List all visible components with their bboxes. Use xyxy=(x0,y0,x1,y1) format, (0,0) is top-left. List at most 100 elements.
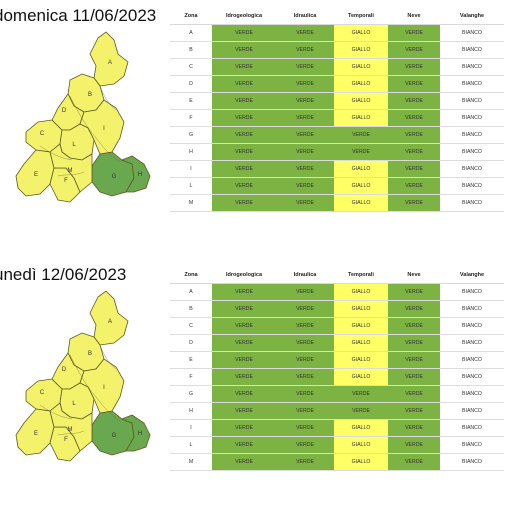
map-zone-shape xyxy=(89,31,129,87)
cell-idrogeologica: VERDE xyxy=(212,436,276,454)
table-row: M VERDE VERDE GIALLO VERDE BIANCO xyxy=(170,453,504,471)
river-line xyxy=(39,145,73,161)
cell-neve: VERDE xyxy=(388,368,440,386)
cell-temporali: VERDE xyxy=(334,385,388,403)
cell-valanghe: BIANCO xyxy=(440,419,504,437)
map-zone-label: C xyxy=(40,131,45,137)
cell-temporali: GIALLO xyxy=(334,351,388,369)
map-zone-e: E xyxy=(15,408,55,456)
table-row: L VERDE VERDE GIALLO VERDE BIANCO xyxy=(170,177,504,195)
map-zone-label: H xyxy=(138,431,142,437)
region-map: A B C D E F G H I L M xyxy=(0,285,170,509)
cell-idraulica: VERDE xyxy=(276,24,334,42)
column-header-valanghe: Valanghe xyxy=(440,9,504,25)
cell-idrogeologica: VERDE xyxy=(212,160,276,178)
cell-neve: VERDE xyxy=(388,419,440,437)
cell-valanghe: BIANCO xyxy=(440,283,504,301)
day-title: unedì 12/06/2023 xyxy=(0,265,127,284)
cell-valanghe: BIANCO xyxy=(440,126,504,144)
cell-neve: VERDE xyxy=(388,402,440,420)
cell-valanghe: BIANCO xyxy=(440,24,504,42)
cell-neve: VERDE xyxy=(388,300,440,318)
column-header-zona: Zona xyxy=(170,268,212,284)
cell-zona: I xyxy=(170,160,212,178)
column-header-neve: Neve xyxy=(388,268,440,284)
table-row: D VERDE VERDE GIALLO VERDE BIANCO xyxy=(170,75,504,93)
cell-temporali: GIALLO xyxy=(334,300,388,318)
cell-neve: VERDE xyxy=(388,126,440,144)
cell-idrogeologica: VERDE xyxy=(212,368,276,386)
cell-valanghe: BIANCO xyxy=(440,41,504,59)
cell-idraulica: VERDE xyxy=(276,436,334,454)
cell-neve: VERDE xyxy=(388,334,440,352)
river-line xyxy=(39,404,73,420)
table-row: G VERDE VERDE VERDE VERDE BIANCO xyxy=(170,126,504,144)
map-zone-label: M xyxy=(68,168,73,174)
cell-zona: H xyxy=(170,143,212,161)
cell-temporali: GIALLO xyxy=(334,317,388,335)
day-title: domenica 11/06/2023 xyxy=(0,6,157,25)
region-map: A B C D E F G H I L M xyxy=(0,26,170,250)
cell-temporali: GIALLO xyxy=(334,58,388,76)
cell-zona: C xyxy=(170,317,212,335)
cell-valanghe: BIANCO xyxy=(440,402,504,420)
river-line xyxy=(57,430,85,436)
map-zone-label: I xyxy=(103,126,105,132)
cell-neve: VERDE xyxy=(388,453,440,471)
cell-neve: VERDE xyxy=(388,177,440,195)
table-row: L VERDE VERDE GIALLO VERDE BIANCO xyxy=(170,436,504,454)
cell-zona: G xyxy=(170,385,212,403)
cell-idrogeologica: VERDE xyxy=(212,300,276,318)
cell-valanghe: BIANCO xyxy=(440,160,504,178)
map-zone-shape xyxy=(89,290,129,346)
alert-table: Zona Idrogeologica Idraulica Temporali Neve V… xyxy=(170,9,504,212)
cell-idraulica: VERDE xyxy=(276,419,334,437)
cell-zona: B xyxy=(170,41,212,59)
cell-zona: L xyxy=(170,177,212,195)
cell-valanghe: BIANCO xyxy=(440,58,504,76)
cell-valanghe: BIANCO xyxy=(440,368,504,386)
table-row: B VERDE VERDE GIALLO VERDE BIANCO xyxy=(170,300,504,318)
cell-neve: VERDE xyxy=(388,385,440,403)
map-zone-label: E xyxy=(34,172,38,178)
cell-idrogeologica: VERDE xyxy=(212,24,276,42)
table-row: C VERDE VERDE GIALLO VERDE BIANCO xyxy=(170,58,504,76)
cell-temporali: GIALLO xyxy=(334,75,388,93)
cell-temporali: GIALLO xyxy=(334,24,388,42)
column-header-idrogeologica: Idrogeologica xyxy=(212,268,276,284)
table-row: M VERDE VERDE GIALLO VERDE BIANCO xyxy=(170,194,504,212)
map-zone-m: M xyxy=(49,402,93,452)
table-header-row: Zona Idrogeologica Idraulica Temporali Neve V… xyxy=(170,268,504,284)
cell-valanghe: BIANCO xyxy=(440,177,504,195)
cell-idraulica: VERDE xyxy=(276,351,334,369)
cell-neve: VERDE xyxy=(388,109,440,127)
map-zone-shape xyxy=(120,155,151,193)
cell-zona: F xyxy=(170,368,212,386)
cell-idrogeologica: VERDE xyxy=(212,177,276,195)
column-header-temporali: Temporali xyxy=(334,9,388,25)
table-row: E VERDE VERDE GIALLO VERDE BIANCO xyxy=(170,92,504,110)
map-zone-label: A xyxy=(108,60,112,66)
map-zone-h: H xyxy=(120,155,151,193)
column-header-zona: Zona xyxy=(170,9,212,25)
table-row: D VERDE VERDE GIALLO VERDE BIANCO xyxy=(170,334,504,352)
map-zone-label: B xyxy=(88,92,92,98)
map-zone-m: M xyxy=(49,143,93,193)
cell-idraulica: VERDE xyxy=(276,453,334,471)
table-row: A VERDE VERDE GIALLO VERDE BIANCO xyxy=(170,283,504,301)
cell-idrogeologica: VERDE xyxy=(212,419,276,437)
cell-zona: L xyxy=(170,436,212,454)
cell-temporali: GIALLO xyxy=(334,41,388,59)
cell-idraulica: VERDE xyxy=(276,160,334,178)
cell-idrogeologica: VERDE xyxy=(212,92,276,110)
map-zone-label: I xyxy=(103,385,105,391)
cell-temporali: GIALLO xyxy=(334,334,388,352)
cell-neve: VERDE xyxy=(388,436,440,454)
cell-zona: A xyxy=(170,283,212,301)
cell-valanghe: BIANCO xyxy=(440,351,504,369)
cell-idrogeologica: VERDE xyxy=(212,402,276,420)
cell-neve: VERDE xyxy=(388,317,440,335)
cell-neve: VERDE xyxy=(388,194,440,212)
map-zone-a: A xyxy=(89,31,129,87)
map-zone-label: F xyxy=(64,437,68,443)
